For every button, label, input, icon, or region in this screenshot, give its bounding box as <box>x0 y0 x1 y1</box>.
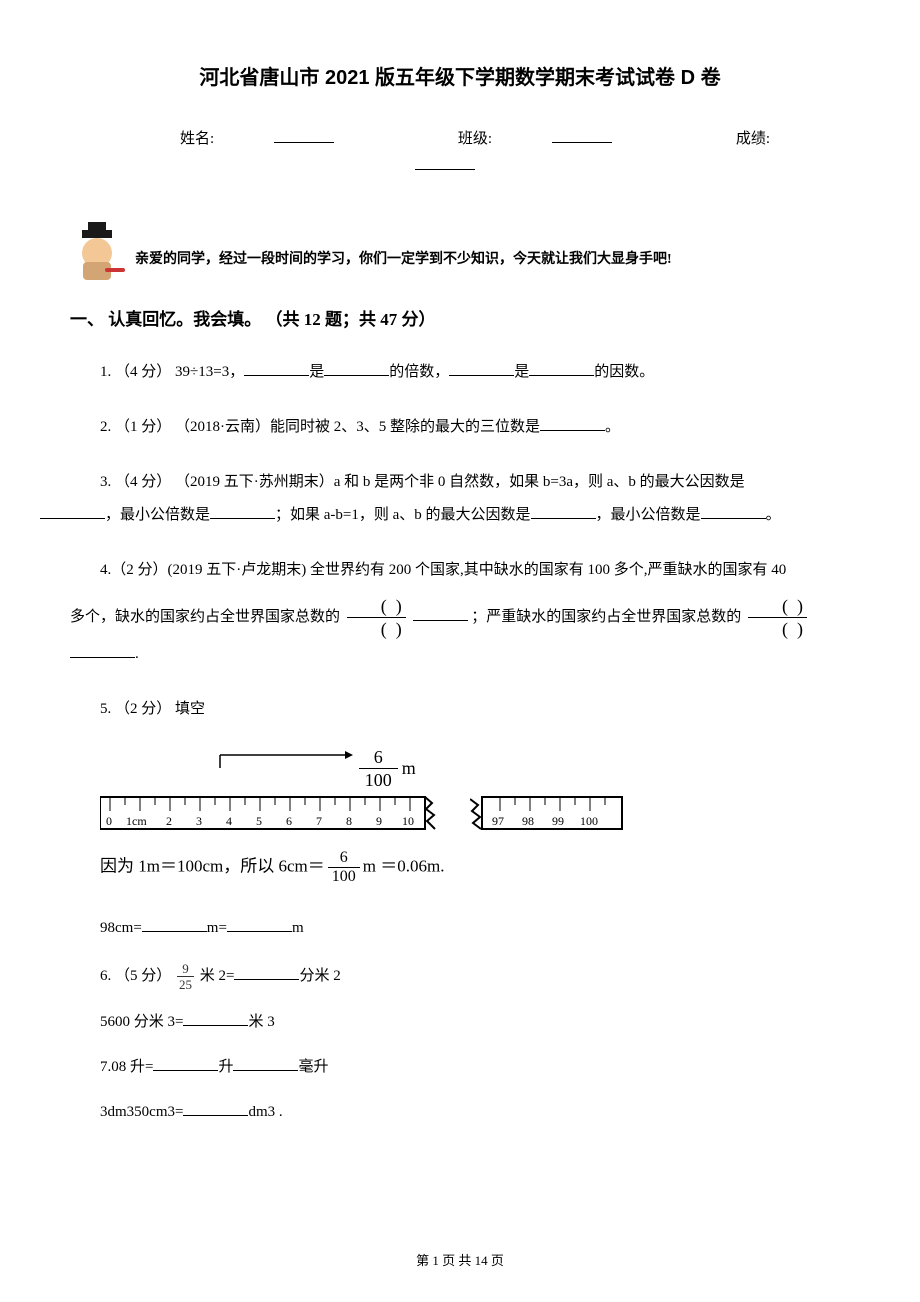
question-5-sub: 98cm=m=m <box>100 915 850 942</box>
svg-text:2: 2 <box>166 814 172 828</box>
svg-text:5: 5 <box>256 814 262 828</box>
svg-text:1cm: 1cm <box>126 814 147 828</box>
fraction-icon: 925 <box>177 962 194 991</box>
page-footer: 第 1 页 共 14 页 <box>0 1249 920 1272</box>
question-6-line4: 3dm350cm3=dm3 . <box>100 1099 850 1126</box>
question-3: 3. （4 分） （2019 五下·苏州期末）a 和 b 是两个非 0 自然数，… <box>70 466 850 532</box>
section-heading: 一、 认真回忆。我会填。 （共 12 题；共 47 分） <box>70 305 850 336</box>
arrow-icon <box>215 750 355 770</box>
ruler-figure: 6100m 0 1cm 2 3 4 5 6 <box>100 748 850 835</box>
svg-text:97: 97 <box>492 814 504 828</box>
svg-text:99: 99 <box>552 814 564 828</box>
question-6: 6. （5 分） 925 米 2=分米 2 <box>100 962 850 991</box>
question-2: 2. （1 分） （2018·云南）能同时被 2、3、5 整除的最大的三位数是。 <box>70 411 850 444</box>
svg-text:98: 98 <box>522 814 534 828</box>
svg-text:0: 0 <box>106 814 112 828</box>
intro-text: 亲爱的同学，经过一段时间的学习，你们一定学到不少知识，今天就让我们大显身手吧! <box>135 247 672 280</box>
name-field: 姓名: <box>150 131 364 147</box>
svg-text:3: 3 <box>196 814 202 828</box>
question-1: 1. （4 分） 39÷13=3，是的倍数，是的因数。 <box>70 356 850 389</box>
ruler-right-icon: 97 98 99 100 <box>470 795 625 835</box>
question-6-line2: 5600 分米 3=米 3 <box>100 1009 850 1036</box>
svg-text:7: 7 <box>316 814 322 828</box>
svg-text:4: 4 <box>226 814 232 828</box>
mascot-icon <box>70 220 125 280</box>
question-4: 4.（2 分）(2019 五下·卢龙期末) 全世界约有 200 个国家,其中缺水… <box>70 554 850 671</box>
svg-text:8: 8 <box>346 814 352 828</box>
question-6-line3: 7.08 升=升毫升 <box>100 1054 850 1081</box>
header-fields: 姓名: 班级: 成绩: <box>70 126 850 180</box>
svg-text:100: 100 <box>580 814 598 828</box>
svg-text:6: 6 <box>286 814 292 828</box>
ruler-fraction-label: 6100m <box>215 748 850 789</box>
class-field: 班级: <box>428 131 642 147</box>
ruler-left-icon: 0 1cm 2 3 4 5 6 7 8 9 10 <box>100 795 440 835</box>
fraction-blank-icon: ( )( ) <box>748 597 807 638</box>
fraction-blank-icon: ( )( ) <box>347 597 406 638</box>
exam-title: 河北省唐山市 2021 版五年级下学期数学期末考试试卷 D 卷 <box>70 60 850 96</box>
intro-row: 亲爱的同学，经过一段时间的学习，你们一定学到不少知识，今天就让我们大显身手吧! <box>70 220 850 280</box>
ruler-explain-text: 因为 1m＝100cm，所以 6cm＝6100m ＝0.06m. <box>100 850 850 885</box>
svg-text:10: 10 <box>402 814 414 828</box>
question-5: 5. （2 分） 填空 <box>70 693 850 726</box>
svg-text:9: 9 <box>376 814 382 828</box>
